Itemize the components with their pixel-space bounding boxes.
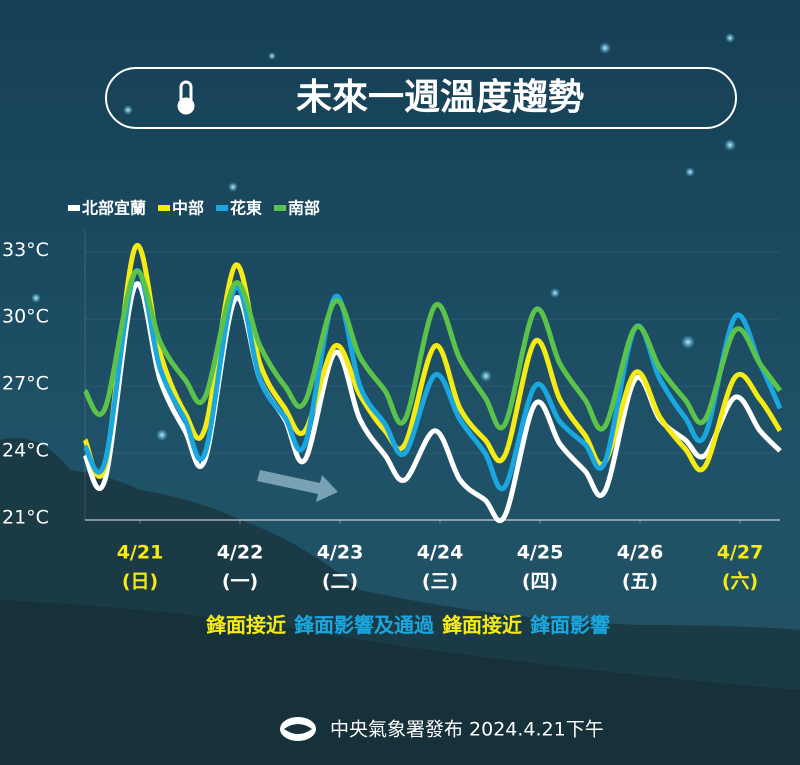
- cwa-logo: [280, 717, 316, 741]
- y-tick-label: 27°C: [2, 373, 49, 395]
- x-tick-sublabel: (日): [122, 571, 158, 593]
- x-tick-label: 4/26: [617, 542, 664, 564]
- legend-label: 北部宜蘭: [82, 199, 146, 218]
- legend-label: 南部: [288, 199, 320, 218]
- annotation: 鋒面影響: [529, 613, 610, 637]
- annotations: 鋒面接近 鋒面影響及通過 鋒面接近 鋒面影響: [205, 613, 610, 637]
- x-tick-label: 4/24: [417, 542, 464, 564]
- trend-arrow: [257, 470, 338, 502]
- title-box: [105, 67, 737, 129]
- legend-label: 中部: [172, 199, 204, 218]
- chart-title: 未來一週溫度趨勢: [296, 77, 584, 118]
- x-tick-sublabel: (五): [622, 571, 658, 593]
- x-tick-label: 4/27: [717, 542, 764, 564]
- legend-swatch: [68, 205, 80, 211]
- x-tick-label: 4/22: [217, 542, 264, 564]
- foreground: [0, 600, 800, 765]
- legend-swatch: [274, 205, 287, 211]
- x-tick-sublabel: (四): [522, 571, 558, 593]
- legend-label: 花東: [230, 199, 262, 218]
- y-tick-label: 21°C: [2, 507, 49, 529]
- series-line: [82, 242, 783, 479]
- x-tick-label: 4/25: [517, 542, 564, 564]
- x-tick-sublabel: (二): [322, 571, 358, 593]
- x-tick-label: 4/21: [117, 542, 164, 564]
- stars: [31, 33, 736, 441]
- y-tick-label: 30°C: [2, 306, 49, 328]
- y-tick-label: 24°C: [2, 440, 49, 462]
- x-tick-label: 4/23: [317, 542, 364, 564]
- source: 中央氣象署發布 2024.4.21下午: [330, 719, 604, 741]
- annotation: 鋒面接近: [441, 613, 522, 637]
- legend-swatch: [158, 205, 171, 211]
- x-tick-sublabel: (三): [422, 571, 458, 593]
- lines: [82, 242, 783, 524]
- thermometer-icon: [177, 80, 195, 115]
- legend-swatch: [216, 205, 229, 211]
- y-tick-label: 33°C: [2, 239, 49, 261]
- annotation: 鋒面接近: [205, 613, 286, 637]
- x-tick-sublabel: (一): [222, 571, 258, 593]
- series-line: [82, 268, 783, 492]
- annotation: 鋒面影響及通過: [293, 613, 435, 637]
- x-tick-sublabel: (六): [722, 570, 758, 593]
- series-line: [82, 268, 783, 432]
